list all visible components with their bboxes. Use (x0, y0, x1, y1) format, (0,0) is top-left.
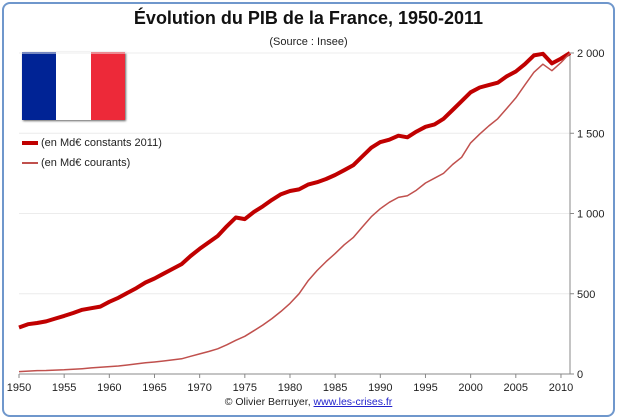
x-tick-label: 1965 (142, 382, 166, 394)
y-tick-label: 0 (577, 369, 583, 381)
legend-swatch-constant (22, 141, 38, 145)
x-tick-label: 1975 (233, 382, 257, 394)
site-link[interactable]: www.les-crises.fr (313, 396, 393, 408)
chart-title: Évolution du PIB de la France, 1950-2011 (133, 8, 484, 28)
y-tick-label: 2 000 (577, 48, 605, 60)
y-tick-label: 1 000 (577, 209, 605, 221)
x-tick-label: 2005 (504, 382, 528, 394)
legend-item-constant: (en Md€ constants 2011) (22, 137, 162, 149)
france-flag-icon (22, 52, 125, 120)
x-tick-label: 1995 (413, 382, 437, 394)
x-tick-label: 1950 (7, 382, 31, 394)
chart-subtitle: (Source : Insee) (269, 36, 348, 48)
flag-blue-stripe (22, 52, 57, 120)
flag-red-stripe (90, 52, 125, 120)
series-line-current (18, 52, 571, 373)
legend-label-current: (en Md€ courants) (41, 157, 131, 169)
x-tick-label: 1970 (187, 382, 211, 394)
x-tick-label: 1985 (323, 382, 347, 394)
copyright-text: © Olivier Berruyer, (224, 396, 314, 408)
x-tick-label: 2010 (549, 382, 573, 394)
y-tick-label: 500 (577, 289, 595, 301)
legend-swatch-current (22, 162, 38, 164)
x-tick-label: 2000 (458, 382, 482, 394)
series-line-constant (18, 51, 572, 330)
legend-item-current: (en Md€ courants) (22, 157, 130, 169)
y-tick-label: 1 500 (577, 128, 605, 140)
x-tick-label: 1955 (52, 382, 76, 394)
flag-white-stripe (56, 52, 91, 120)
x-tick-label: 1980 (278, 382, 302, 394)
x-tick-label: 1990 (368, 382, 392, 394)
footer: © Olivier Berruyer, www.les-crises.fr (0, 396, 617, 408)
legend-label-constant: (en Md€ constants 2011) (41, 137, 162, 149)
x-tick-label: 1960 (97, 382, 121, 394)
